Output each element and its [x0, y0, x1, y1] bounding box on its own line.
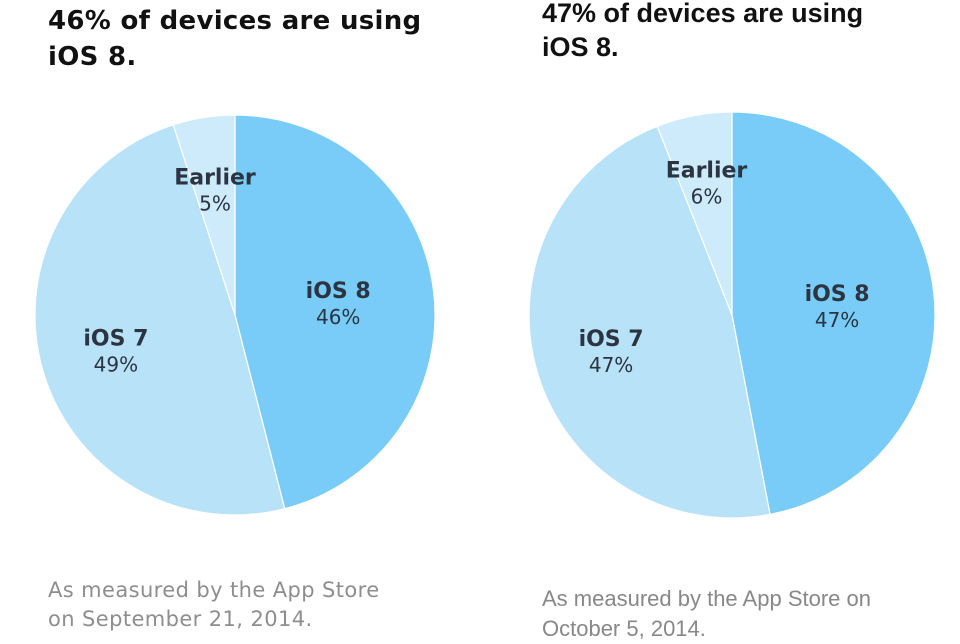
chart-title-line-1: 46% of devices are using — [48, 6, 422, 36]
chart-footnote: As measured by the App Store on Septembe… — [48, 576, 380, 634]
slice-value-ios-8: 46% — [316, 305, 360, 329]
footnote-line-2: October 5, 2014. — [542, 616, 706, 641]
chart-title: 46% of devices are using iOS 8. — [48, 3, 421, 75]
slice-label-ios-7: iOS 7 — [579, 327, 644, 352]
slice-value-ios-8: 47% — [815, 308, 859, 332]
slice-label-earlier: Earlier — [174, 166, 256, 191]
pie-slice-ios-7 — [528, 125, 771, 519]
chart-title-line-2: iOS 8. — [542, 32, 619, 62]
chart-title-line-1: 47% of devices are using — [542, 0, 864, 28]
chart-footnote: As measured by the App Store on October … — [542, 584, 871, 644]
chart-panel-oct-5: 47% of devices are using iOS 8. iOS 8 47%… — [480, 0, 960, 641]
pie-slice-earlier — [656, 111, 733, 316]
footnote-line-1: As measured by the App Store — [48, 578, 380, 602]
slice-value-ios-7: 47% — [589, 353, 633, 377]
slice-label-ios-7: iOS 7 — [83, 327, 148, 352]
slice-label-earlier: Earlier — [666, 158, 748, 183]
slice-value-earlier: 6% — [691, 184, 723, 208]
pie-slice-ios-7 — [34, 124, 286, 516]
pie-slice-earlier — [172, 114, 236, 316]
slice-value-ios-7: 49% — [94, 353, 138, 377]
footnote-line-2: on September 21, 2014. — [48, 607, 313, 631]
chart-title: 47% of devices are using iOS 8. — [542, 0, 863, 64]
pie-slice-ios-8 — [234, 114, 436, 510]
footnote-line-1: As measured by the App Store on — [542, 586, 871, 611]
chart-title-line-2: iOS 8. — [48, 42, 137, 72]
slice-label-ios-8: iOS 8 — [306, 279, 371, 304]
slice-label-ios-8: iOS 8 — [805, 282, 870, 307]
pie-slice-ios-8 — [731, 111, 936, 516]
chart-panel-sept-21: 46% of devices are using iOS 8. iOS 8 46%… — [0, 0, 480, 640]
slice-value-earlier: 5% — [199, 192, 231, 216]
